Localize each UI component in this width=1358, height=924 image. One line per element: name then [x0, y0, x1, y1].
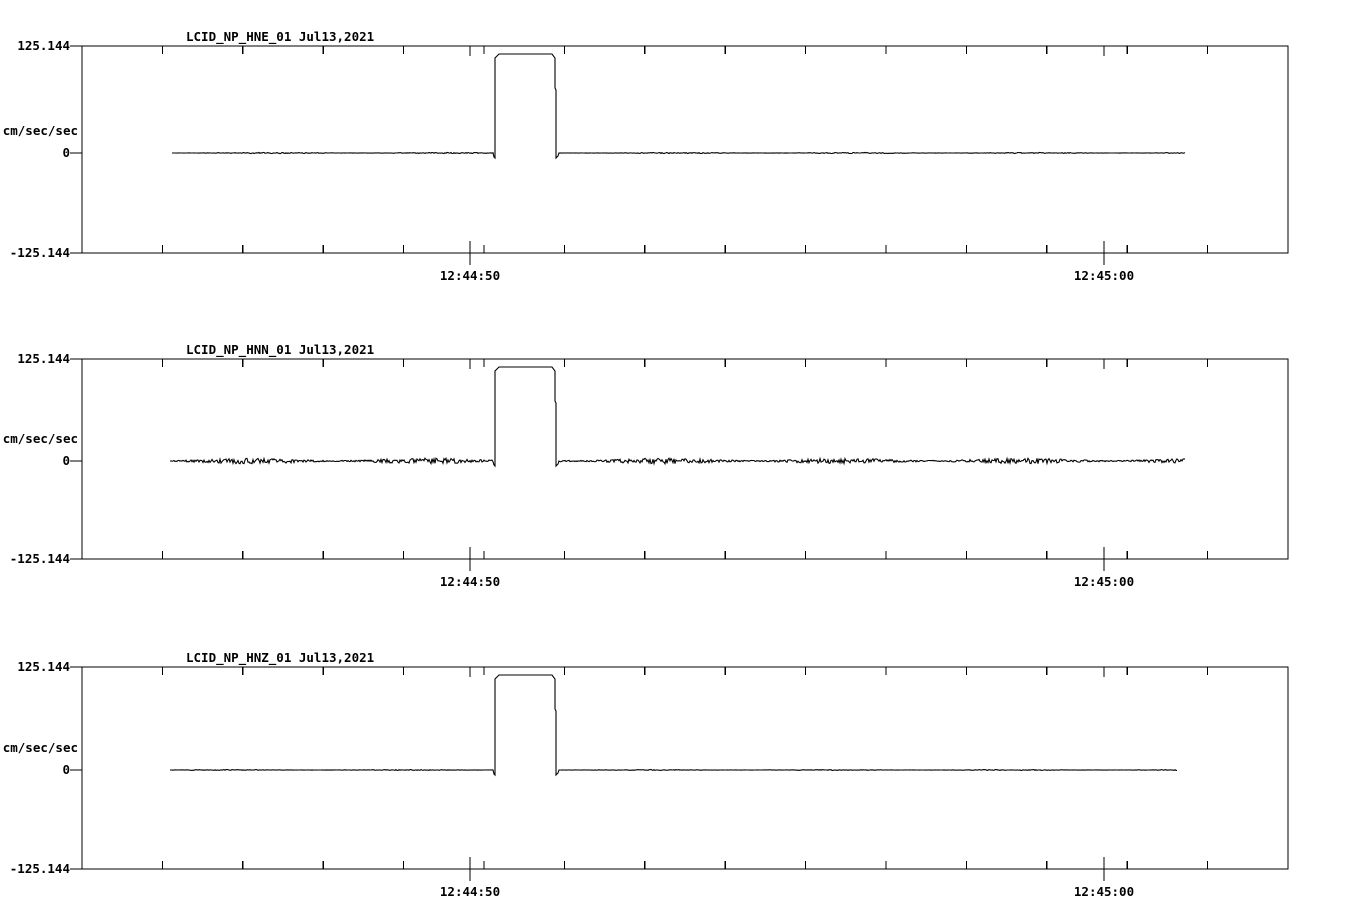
y-axis-zero-label: 0: [62, 145, 70, 160]
y-axis-max-label: 125.144: [17, 38, 70, 53]
waveform-trace: [169, 366, 1186, 468]
waveform-trace: [170, 674, 1177, 777]
y-axis-max-label: 125.144: [17, 351, 70, 366]
x-axis-tick-label: 12:44:50: [439, 884, 501, 899]
waveform-trace: [172, 53, 1186, 160]
x-axis-tick-label: 12:45:00: [1073, 574, 1135, 589]
x-axis-tick-label: 12:45:00: [1073, 884, 1135, 899]
y-axis-units-label: cm/sec/sec: [2, 431, 78, 446]
y-axis-units-label: cm/sec/sec: [2, 740, 78, 755]
y-axis-min-label: -125.144: [9, 861, 70, 876]
x-axis-tick-label: 12:45:00: [1073, 268, 1135, 283]
y-axis-zero-label: 0: [62, 453, 70, 468]
x-axis-tick-label: 12:44:50: [439, 268, 501, 283]
y-axis-units-label: cm/sec/sec: [2, 123, 78, 138]
y-axis-zero-label: 0: [62, 762, 70, 777]
trace-title: LCID_NP_HNN_01 Jul13,2021: [186, 342, 375, 357]
x-axis-tick-label: 12:44:50: [439, 574, 501, 589]
y-axis-min-label: -125.144: [9, 551, 70, 566]
y-axis-max-label: 125.144: [17, 659, 70, 674]
trace-title: LCID_NP_HNZ_01 Jul13,2021: [186, 650, 375, 665]
trace-title: LCID_NP_HNE_01 Jul13,2021: [186, 29, 375, 44]
y-axis-min-label: -125.144: [9, 245, 70, 260]
